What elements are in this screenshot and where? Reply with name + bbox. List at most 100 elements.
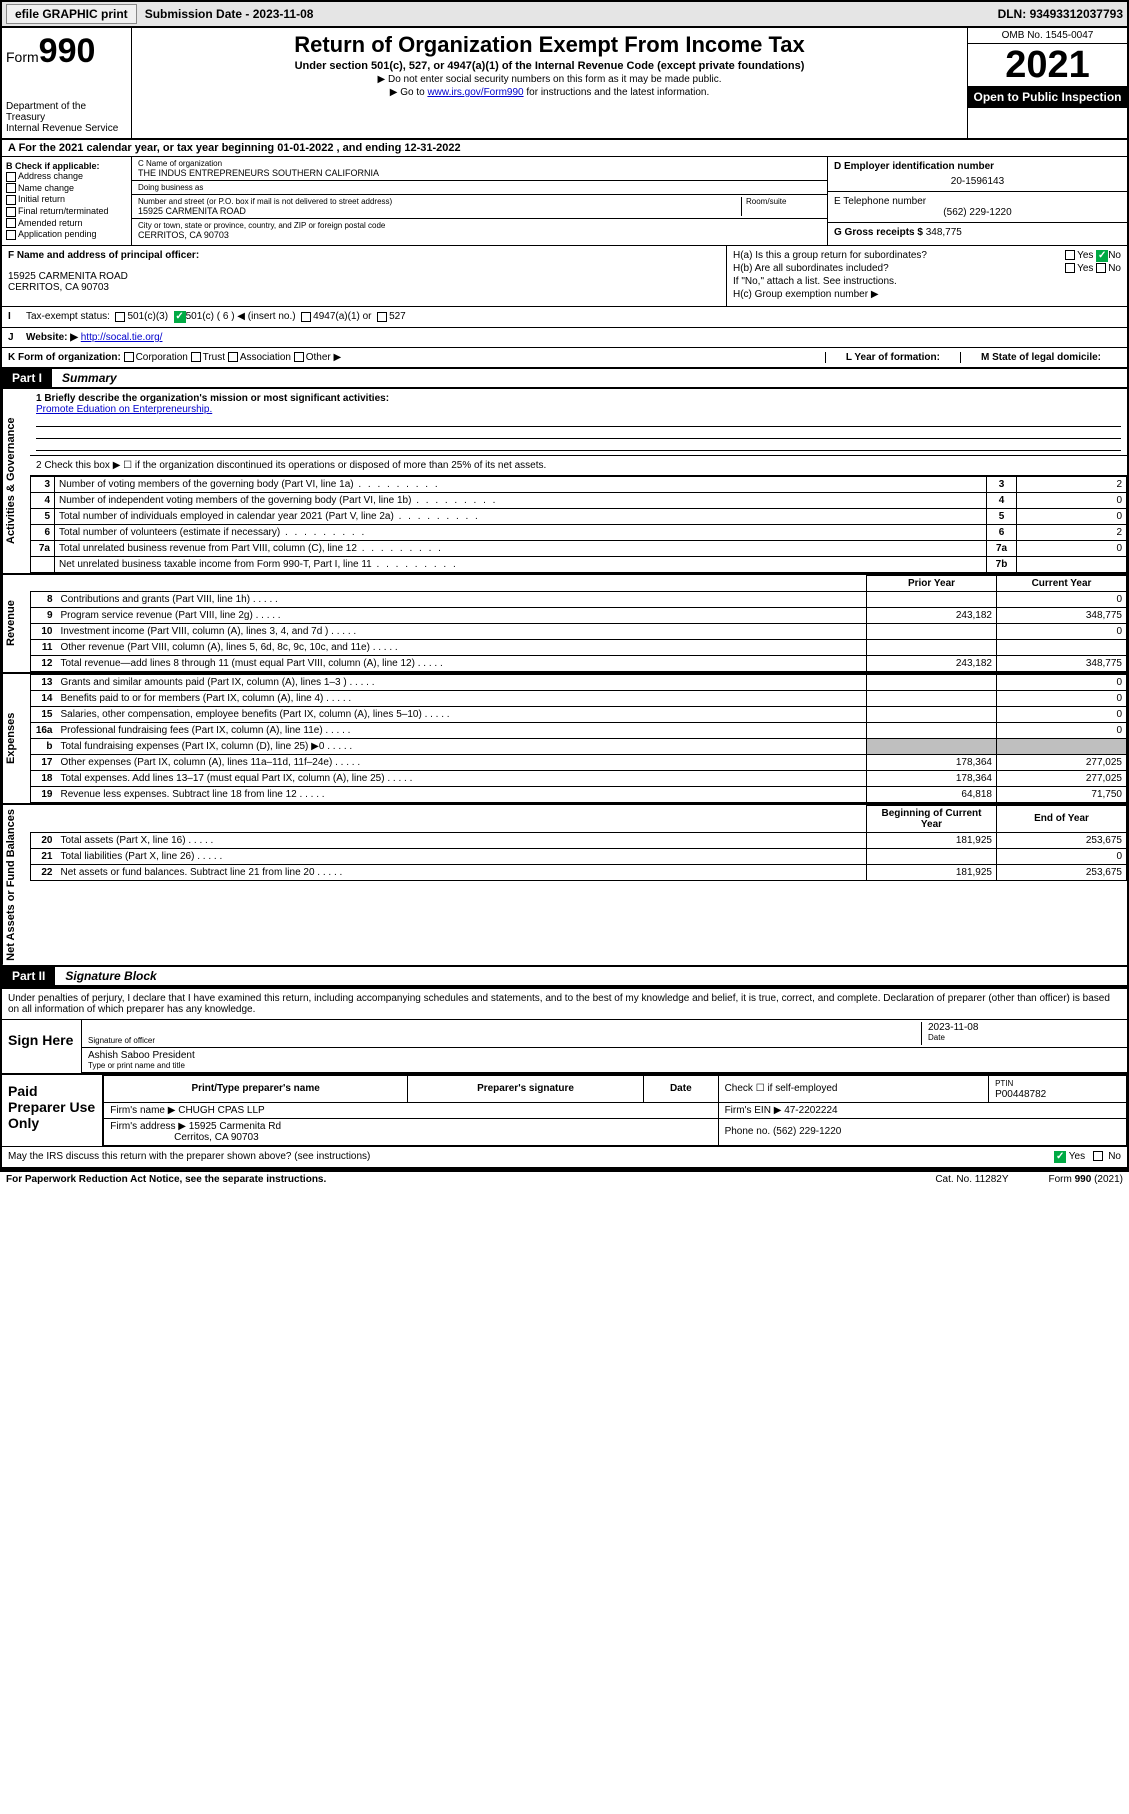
ha-yes-checkbox[interactable] — [1065, 250, 1075, 260]
firm-ein: 47-2202224 — [784, 1105, 837, 1116]
k-corp-checkbox[interactable] — [124, 352, 134, 362]
note2-pre: ▶ Go to — [390, 87, 428, 98]
entity-block: B Check if applicable: Address change Na… — [2, 157, 1127, 246]
expenses-table: 13Grants and similar amounts paid (Part … — [30, 674, 1127, 803]
discuss-no-checkbox[interactable] — [1093, 1151, 1103, 1161]
website-link[interactable]: http://socal.tie.org/ — [81, 332, 163, 343]
ptin-value: P00448782 — [995, 1089, 1046, 1100]
dba-label: Doing business as — [138, 183, 821, 192]
table-row: 19Revenue less expenses. Subtract line 1… — [31, 786, 1127, 802]
h-block: H(a) Is this a group return for subordin… — [727, 246, 1127, 306]
dln: DLN: 93493312037793 — [998, 7, 1123, 21]
cb-init-lbl: Initial return — [18, 194, 65, 204]
f-addr2: CERRITOS, CA 90703 — [8, 282, 720, 293]
org-city: CERRITOS, CA 90703 — [138, 230, 821, 240]
form-header: Form990 Department of the Treasury Inter… — [2, 28, 1127, 140]
section-netassets: Net Assets or Fund Balances Beginning of… — [2, 805, 1127, 967]
addr-label: Number and street (or P.O. box if mail i… — [138, 197, 741, 206]
table-row: 6Total number of volunteers (estimate if… — [31, 524, 1127, 540]
i-opt3: 527 — [389, 311, 406, 322]
firm-phone-label: Phone no. — [725, 1126, 773, 1137]
table-row: 10Investment income (Part VIII, column (… — [31, 623, 1127, 639]
part1-tag: Part I — [2, 369, 52, 389]
cb-app-pending[interactable]: Application pending — [6, 229, 127, 240]
i-501c3-checkbox[interactable] — [115, 312, 125, 322]
cb-amend-lbl: Amended return — [18, 218, 83, 228]
omb-number: OMB No. 1545-0047 — [968, 28, 1127, 44]
row-i: I Tax-exempt status: 501(c)(3) ✓ 501(c) … — [2, 307, 1127, 328]
cb-initial-return[interactable]: Initial return — [6, 194, 127, 205]
hdr-current-year: Current Year — [997, 575, 1127, 591]
table-row: 7aTotal unrelated business revenue from … — [31, 540, 1127, 556]
table-row: 22Net assets or fund balances. Subtract … — [31, 864, 1127, 880]
i-527-checkbox[interactable] — [377, 312, 387, 322]
table-row: Net unrelated business taxable income fr… — [31, 556, 1127, 572]
discuss-yes: Yes — [1069, 1151, 1085, 1162]
k-trust-checkbox[interactable] — [191, 352, 201, 362]
cb-final-return[interactable]: Final return/terminated — [6, 206, 127, 217]
irs-label: Internal Revenue Service — [6, 123, 127, 134]
k-assoc-checkbox[interactable] — [228, 352, 238, 362]
table-row: 17Other expenses (Part IX, column (A), l… — [31, 754, 1127, 770]
h-b: H(b) Are all subordinates included? Yes … — [733, 263, 1121, 274]
footer-mid: Cat. No. 11282Y — [935, 1174, 1008, 1185]
line2-checkbox: 2 Check this box ▶ ☐ if the organization… — [30, 456, 1127, 476]
f-addr1: 15925 CARMENITA ROAD — [8, 271, 720, 282]
gross-label: G Gross receipts $ — [834, 227, 926, 238]
hb-label: H(b) Are all subordinates included? — [733, 263, 889, 274]
cb-name-change[interactable]: Name change — [6, 183, 127, 194]
header-right: OMB No. 1545-0047 2021 Open to Public In… — [967, 28, 1127, 138]
discuss-question: May the IRS discuss this return with the… — [8, 1151, 370, 1162]
city-label: City or town, state or province, country… — [138, 221, 821, 230]
table-row: 20Total assets (Part X, line 16) . . . .… — [31, 832, 1127, 848]
hdr-boy: Beginning of Current Year — [867, 805, 997, 832]
ha-no-checkbox[interactable]: ✓ — [1096, 250, 1108, 262]
form-title: Return of Organization Exempt From Incom… — [140, 32, 959, 58]
efile-button[interactable]: efile GRAPHIC print — [6, 4, 137, 24]
officer-name: Ashish Saboo President — [88, 1050, 1121, 1061]
cb-amended-return[interactable]: Amended return — [6, 218, 127, 229]
sign-date: 2023-11-08 — [928, 1022, 1121, 1033]
prep-c3: Date — [644, 1075, 719, 1102]
irs-link[interactable]: www.irs.gov/Form990 — [427, 87, 523, 98]
cb-final-lbl: Final return/terminated — [18, 206, 109, 216]
check-b: B Check if applicable: Address change Na… — [2, 157, 132, 245]
firm-addr-label: Firm's address ▶ — [110, 1121, 186, 1132]
room-label: Room/suite — [746, 197, 821, 206]
firm-phone: (562) 229-1220 — [773, 1126, 841, 1137]
dln-label: DLN: — [998, 7, 1030, 21]
fh-block: F Name and address of principal officer:… — [2, 246, 1127, 307]
section-revenue: Revenue Prior YearCurrent Year 8Contribu… — [2, 575, 1127, 674]
hb-no-checkbox[interactable] — [1096, 263, 1106, 273]
table-row: 11Other revenue (Part VIII, column (A), … — [31, 639, 1127, 655]
k-other-checkbox[interactable] — [294, 352, 304, 362]
table-row: 21Total liabilities (Part X, line 26) . … — [31, 848, 1127, 864]
cb-address-change[interactable]: Address change — [6, 171, 127, 182]
h-a: H(a) Is this a group return for subordin… — [733, 250, 1121, 261]
sign-date-label: Date — [928, 1033, 1121, 1042]
hb-yes-checkbox[interactable] — [1065, 263, 1075, 273]
firm-name: CHUGH CPAS LLP — [178, 1105, 265, 1116]
k-label: K Form of organization: — [8, 352, 121, 363]
tel-value: (562) 229-1220 — [834, 207, 1121, 218]
note2-post: for instructions and the latest informat… — [524, 87, 710, 98]
submission-date: Submission Date - 2023-11-08 — [145, 7, 314, 21]
footer-right: Form 990 (2021) — [1049, 1174, 1123, 1185]
j-label: Website: ▶ — [26, 332, 78, 343]
discuss-yes-checkbox[interactable]: ✓ — [1054, 1151, 1066, 1163]
k-opt1: Trust — [203, 352, 225, 363]
i-501c-checkbox[interactable]: ✓ — [174, 311, 186, 323]
i-4947-checkbox[interactable] — [301, 312, 311, 322]
org-name-label: C Name of organization — [138, 159, 821, 168]
ha-no-label: No — [1108, 250, 1121, 261]
subdate-value: 2023-11-08 — [253, 7, 314, 21]
section-expenses: Expenses 13Grants and similar amounts pa… — [2, 674, 1127, 805]
prep-c1: Print/Type preparer's name — [104, 1075, 408, 1102]
revenue-table: Prior YearCurrent Year 8Contributions an… — [30, 575, 1127, 672]
discuss-row: May the IRS discuss this return with the… — [2, 1146, 1127, 1168]
k-opt0: Corporation — [136, 352, 188, 363]
ein-value: 20-1596143 — [834, 176, 1121, 187]
i-opt1: 501(c) ( 6 ) ◀ (insert no.) — [186, 311, 296, 322]
prep-c2: Preparer's signature — [407, 1075, 643, 1102]
cb-name-lbl: Name change — [18, 183, 74, 193]
